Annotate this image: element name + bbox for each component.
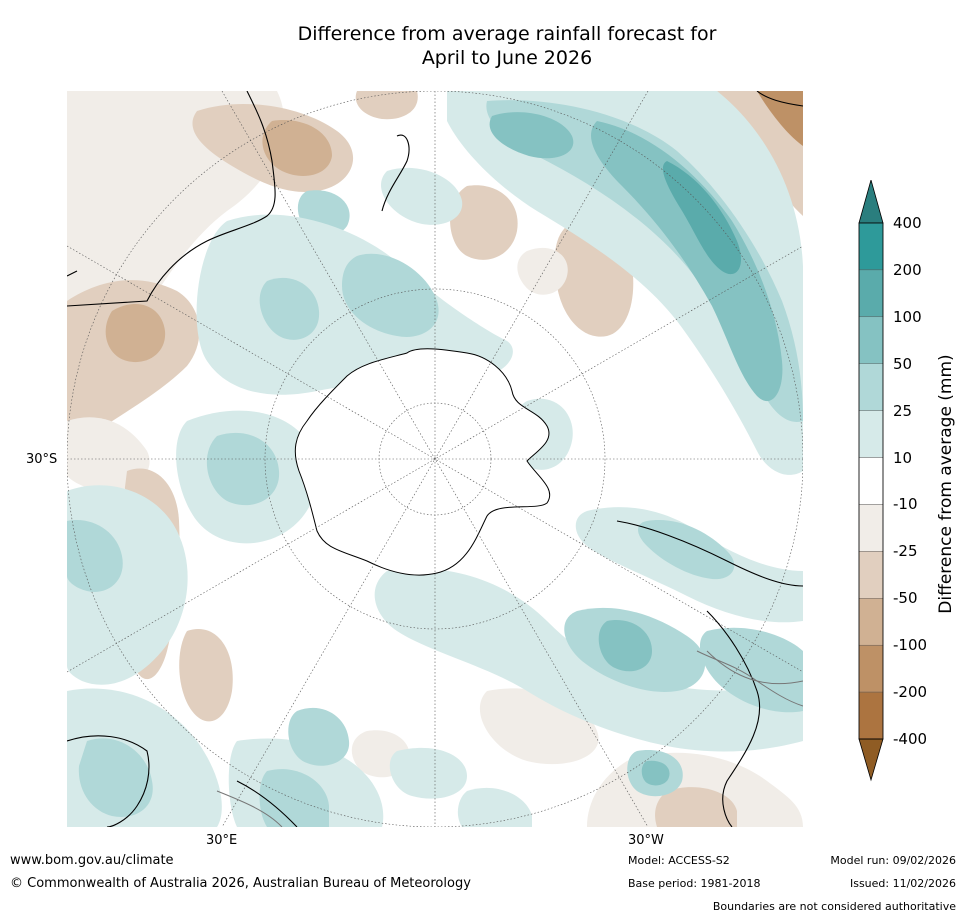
colorbar-segment [858,504,884,552]
colorbar-tick-label: -25 [893,542,918,561]
colorbar-tick-label: -50 [893,589,918,608]
antarctica-outline [294,348,550,576]
footer-url[interactable]: www.bom.gov.au/climate [10,853,174,868]
colorbar-tick-label: 25 [893,401,913,420]
colorbar-tick-label: 100 [893,307,922,326]
colorbar-title: Difference from average (mm) [936,354,956,614]
colorbar-segment [858,691,884,740]
colorbar-segment [858,363,884,411]
map-canvas [67,91,803,827]
colorbar-segment [858,222,884,271]
colorbar-segment [858,410,884,458]
colorbar-tick-label: -100 [893,636,928,655]
colorbar-tick-label: -10 [893,495,918,514]
colorbar-tick-label: 400 [893,214,922,232]
title-line-1: Difference from average rainfall forecas… [297,23,717,45]
colorbar-segment [858,457,884,505]
rainfall-map [67,91,803,827]
colorbar-segment [858,644,884,693]
footer-disclaimer: Boundaries are not considered authoritat… [712,900,956,913]
footer-model: Model: ACCESS-S2 [628,854,730,867]
colorbar-tick-label: -200 [893,683,928,702]
title-line-2: April to June 2026 [421,47,593,69]
graticule [67,91,803,827]
wetter-anomaly-regions [67,91,803,827]
colorbar-tick-label: 10 [893,448,913,467]
colorbar-segment [858,598,884,646]
footer-model-run: Model run: 09/02/2026 [830,854,956,867]
chart-title: Difference from average rainfall forecas… [0,22,965,70]
lon-label-30w: 30°W [628,833,664,848]
colorbar-tick-label: 50 [893,354,913,373]
lat-label-30s: 30°S [26,452,58,467]
colorbar-extend-max [858,180,884,224]
colorbar-tick-label: -400 [893,730,928,748]
colorbar-segment [858,269,884,318]
footer-base-period: Base period: 1981-2018 [628,877,761,890]
colorbar-tick-label: 200 [893,260,922,279]
footer-copyright: © Commonwealth of Australia 2026, Austra… [10,876,471,891]
country-borders [216,650,803,827]
colorbar [858,180,884,782]
colorbar-extend-min [858,738,884,782]
lon-label-30e: 30°E [206,833,238,848]
colorbar-segment [858,316,884,364]
colorbar-outline [858,222,884,740]
footer-issued: Issued: 11/02/2026 [849,877,956,890]
coastlines [67,91,803,827]
colorbar-segment [858,551,884,599]
